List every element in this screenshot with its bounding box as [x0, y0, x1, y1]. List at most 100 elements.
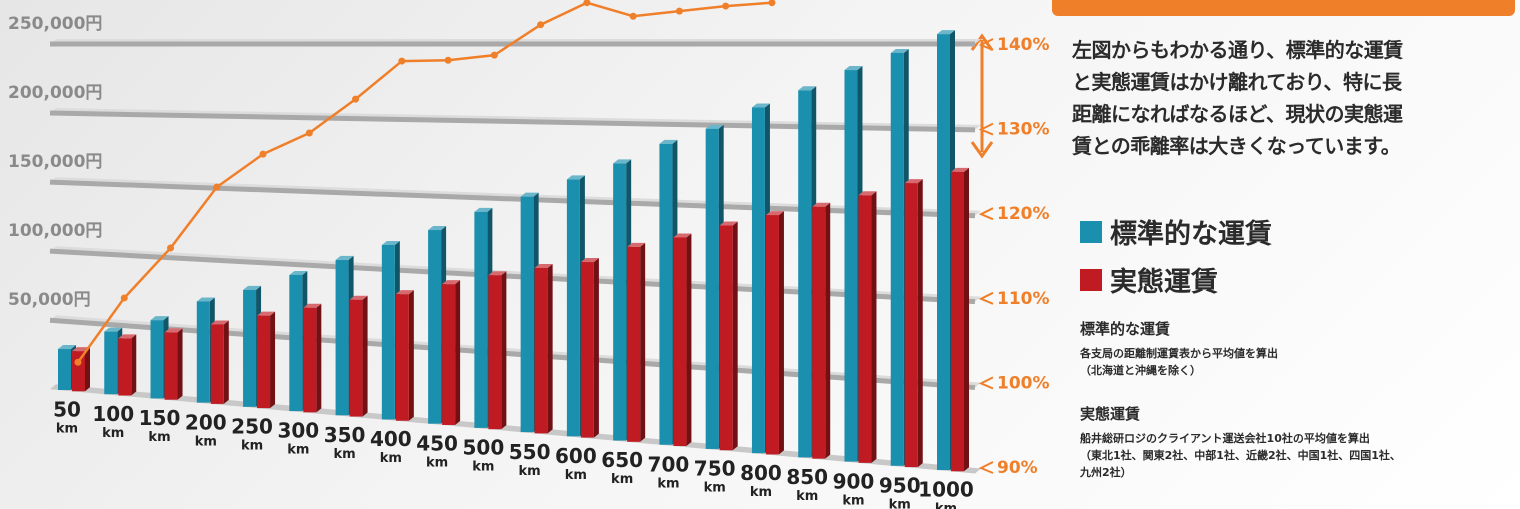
bar-top	[104, 327, 123, 332]
bar-side	[871, 191, 877, 463]
bar-top	[659, 139, 678, 144]
x-tick-label: 150	[139, 406, 181, 430]
y2-tick-label: 90%	[997, 458, 1038, 478]
bar	[580, 262, 594, 438]
bar	[349, 299, 363, 417]
bar-side	[640, 242, 646, 442]
x-tick-unit: km	[148, 430, 170, 445]
x-tick-label: 350	[324, 423, 366, 447]
bar-top	[58, 345, 76, 350]
x-tick-label: 300	[277, 419, 319, 443]
bar-top	[534, 263, 553, 268]
note-line: （北海道と沖縄を除く）	[1080, 364, 1201, 377]
x-tick-unit: km	[241, 439, 263, 454]
bar-top	[303, 303, 322, 308]
grid-line	[49, 179, 976, 219]
bar	[520, 196, 534, 433]
x-tick-unit: km	[611, 472, 633, 487]
bar-top	[335, 255, 354, 260]
legend-item: 実態運賃	[1080, 260, 1218, 299]
bar	[118, 338, 132, 396]
x-tick-unit: km	[842, 493, 864, 508]
bar-top	[798, 86, 817, 91]
bar-side	[362, 295, 368, 417]
bar-side	[825, 202, 831, 459]
bar-top	[349, 295, 368, 300]
bar	[534, 267, 548, 434]
bar	[798, 90, 812, 458]
bar-top	[428, 226, 447, 231]
ratio-point	[352, 95, 360, 103]
x-tick-unit: km	[287, 443, 309, 458]
bar-side	[547, 263, 553, 434]
x-tick-label: 950	[879, 473, 921, 497]
y2-tick	[978, 461, 994, 474]
x-tick-label: 850	[786, 465, 828, 489]
y-tick-label: 200,000円	[8, 83, 102, 103]
ratio-point	[305, 129, 313, 137]
x-tick-unit: km	[796, 489, 818, 504]
bar	[196, 301, 210, 403]
x-tick-label: 1000	[918, 478, 974, 502]
ratio-point	[259, 150, 267, 158]
bar	[566, 179, 580, 437]
bar	[150, 320, 164, 399]
x-tick-label: 600	[555, 444, 597, 468]
bar-side	[732, 221, 738, 451]
legend-label: 標準的な運賃	[1110, 219, 1272, 250]
bar-side	[177, 328, 183, 400]
bar-top	[474, 207, 493, 212]
description-line: と実態運賃はかけ離れており、特に長	[1072, 70, 1402, 94]
grid-line	[49, 110, 976, 133]
ratio-point	[213, 183, 221, 191]
x-tick-label: 800	[740, 461, 782, 485]
note-line: （東北1社、関東2社、中部1社、近畿2社、中国1社、四国1社、	[1080, 449, 1401, 462]
y2-tick	[978, 38, 994, 51]
x-tick-unit: km	[472, 460, 494, 475]
y2-tick	[978, 207, 994, 221]
x-tick-unit: km	[889, 497, 911, 509]
ratio-point	[444, 56, 452, 64]
bar-top	[858, 191, 877, 196]
x-tick-unit: km	[704, 481, 726, 496]
bar-side	[408, 290, 414, 421]
y-tick-label: 250,000円	[8, 14, 102, 34]
note-title: 標準的な運賃	[1080, 320, 1171, 338]
bar-top	[705, 124, 724, 129]
bar-top	[719, 221, 738, 226]
description-line: 賃との乖離率は大きくなっています。	[1072, 134, 1401, 158]
legend-item: 標準的な運賃	[1080, 212, 1272, 251]
note-line: 船井総研ロジのクライアント運送会社10社の平均値を算出	[1080, 432, 1370, 445]
chart: 50,000円 100,000円 150,000円 200,000円 250,000円 9…	[8, 0, 1050, 509]
description-line: 距離になればなるほど、現状の実態運	[1072, 102, 1403, 126]
bar-top	[613, 159, 632, 164]
ratio-point	[120, 294, 128, 302]
ratio-point	[629, 12, 637, 20]
bar-top	[289, 270, 308, 275]
x-tick-label: 250	[231, 415, 273, 439]
difference-arrow	[970, 33, 994, 159]
bar	[243, 289, 257, 407]
x-tick-unit: km	[519, 464, 541, 479]
bar	[858, 195, 872, 463]
bar-side	[131, 334, 137, 396]
ratio-point	[74, 358, 82, 366]
bar	[428, 230, 442, 424]
bar	[210, 324, 224, 404]
bar-side	[964, 167, 969, 472]
bar	[659, 143, 673, 445]
bar-top	[196, 297, 215, 302]
bar-top	[951, 167, 969, 172]
bar-side	[917, 179, 923, 468]
y2-tick-label: 110%	[997, 289, 1050, 309]
x-tick-label: 700	[648, 452, 690, 476]
bar	[303, 307, 317, 413]
x-tick-unit: km	[935, 502, 957, 509]
ratio-point	[675, 7, 683, 15]
ratio-point	[537, 21, 545, 29]
bar	[442, 284, 456, 425]
legend-label: 実態運賃	[1110, 267, 1218, 298]
description-line: 左図からもわかる通り、標準的な運賃	[1072, 38, 1403, 62]
x-tick-label: 900	[833, 469, 875, 493]
y2-tick-label: 140%	[997, 35, 1050, 55]
